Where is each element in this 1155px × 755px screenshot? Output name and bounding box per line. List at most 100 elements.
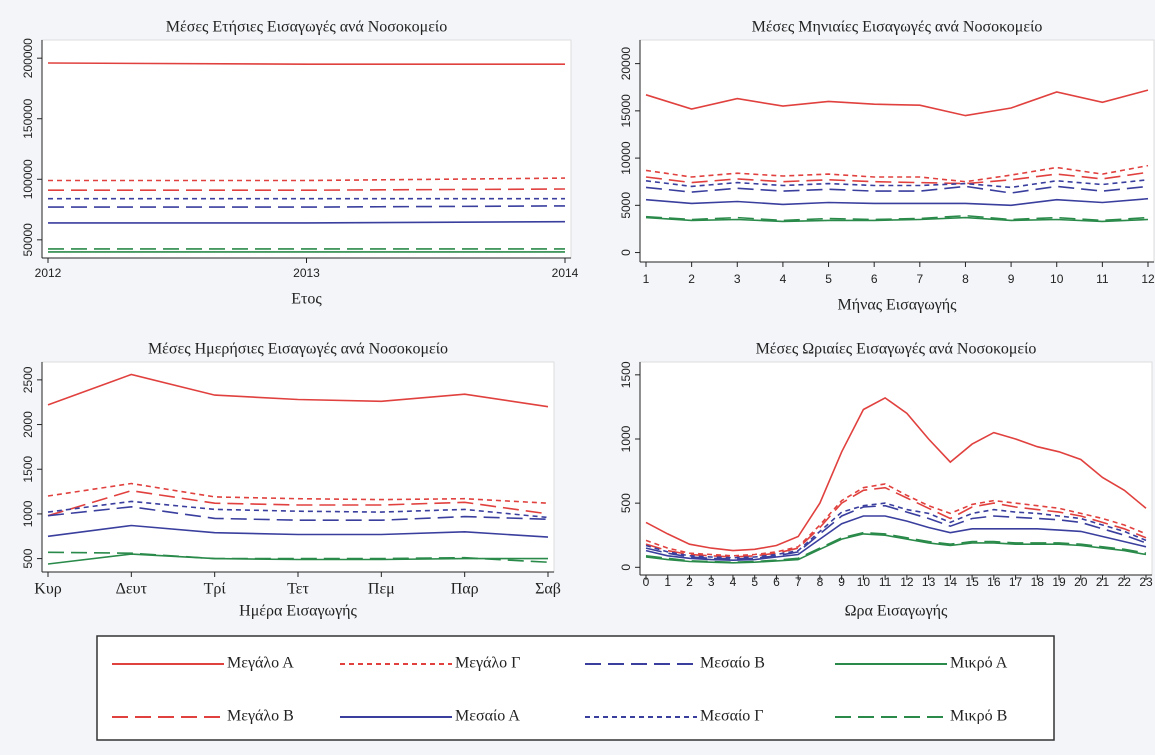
y-tick-label: 2500 [21,366,35,393]
plot-area [639,361,1153,576]
series-line [47,524,549,538]
y-tick-label: 1500 [619,361,633,388]
x-tick-label: 9 [838,575,845,589]
y-tick-label: 100000 [21,159,35,199]
x-tick-label: 20 [1074,575,1088,589]
series-line [47,62,565,65]
x-axis-label: Μήνας Εισαγωγής [837,297,957,314]
series-line [47,489,549,517]
x-tick-label: 17 [1009,575,1023,589]
x-tick-label: 11 [879,575,892,589]
x-tick-label: 8 [962,272,969,286]
series-line [47,373,549,408]
x-tick-label: 7 [795,575,802,589]
x-tick-label: 22 [1118,575,1132,589]
y-tick-label: 10000 [619,141,633,175]
series-line [645,515,1147,562]
legend-label: Μεσαίο Γ [700,708,764,725]
series-line [645,89,1149,117]
series-line [645,164,1149,183]
x-tick-label: Πεμ [368,581,395,598]
x-tick-label: 23 [1139,575,1153,589]
y-tick-label: 1000 [21,500,35,527]
x-tick-label: Σαβ [535,581,561,598]
x-tick-label: 18 [1031,575,1045,589]
series-line [48,188,566,191]
y-tick-label: 1500 [21,456,35,483]
legend-label: Μεσαίο Β [700,655,765,672]
x-tick-label: 6 [871,272,878,286]
x-axis-label: Ημέρα Εισαγωγής [239,603,357,620]
x-tick-label: 5 [751,575,758,589]
legend-label: Μεγάλο Β [227,708,294,725]
x-tick-label: 2 [686,575,693,589]
series-line [48,220,566,224]
legend-label: Μικρό Β [950,708,1007,725]
chart-title: Μέσες Μηνιαίες Εισαγωγές ανά Νοσοκομείο [752,19,1043,36]
legend-label: Μεσαίο Α [455,708,520,725]
x-tick-label: 14 [944,575,958,589]
series-line [645,214,1149,222]
x-tick-label: 8 [817,575,824,589]
x-tick-label: 2 [688,272,695,286]
x-tick-label: 10 [1050,272,1064,286]
plot-area [41,39,572,259]
plot-area [41,361,555,573]
x-tick-label: 0 [643,575,650,589]
y-tick-label: 2000 [21,411,35,438]
x-tick-label: 4 [730,575,737,589]
y-tick-label: 20000 [619,47,633,81]
x-tick-label: Τετ [287,581,309,598]
series-line [645,197,1149,207]
x-tick-label: 3 [708,575,715,589]
series-line [645,216,1149,223]
series-line [47,553,548,565]
x-tick-label: Κυρ [34,581,61,598]
x-tick-label: 12 [1141,272,1155,286]
x-tick-label: 9 [1008,272,1015,286]
legend-box [96,635,1055,741]
series-line [645,185,1149,194]
series-line [645,502,1147,559]
series-line [645,396,1147,552]
chart-title: Μέσες Ημερήσιες Εισαγωγές ανά Νοσοκομείο [148,341,448,358]
x-tick-label: 3 [734,272,741,286]
x-tick-label: 4 [780,272,787,286]
y-tick-label: 0 [619,564,633,571]
series-line [645,531,1147,564]
x-tick-label: 10 [857,575,871,589]
y-tick-label: 1000 [619,425,633,452]
x-tick-label: Τρί [204,581,227,598]
x-tick-label: 19 [1052,575,1066,589]
legend-label: Μεγάλο Γ [455,655,520,672]
x-tick-label: 13 [922,575,936,589]
x-tick-label: 2012 [35,266,62,280]
series-line [645,504,1147,560]
plot-area [639,39,1155,263]
legend-label: Μεγάλο Α [227,655,294,672]
y-tick-label: 200000 [21,38,35,78]
x-tick-label: 1 [643,272,650,286]
series-line [645,179,1149,189]
chart-title: Μέσες Ωριαίες Εισαγωγές ανά Νοσοκομείο [756,341,1037,358]
x-axis-label: Ωρα Εισαγωγής [845,603,948,620]
x-tick-label: 1 [664,575,671,589]
x-tick-label: 16 [987,575,1001,589]
y-tick-label: 500 [619,493,633,513]
series-line [48,205,566,208]
x-tick-label: 11 [1096,272,1109,286]
x-axis-label: Ετος [291,291,322,308]
x-tick-label: 7 [916,272,923,286]
legend-label: Μικρό Α [950,655,1008,672]
series-line [47,505,549,521]
series-line [645,171,1149,185]
x-tick-label: Παρ [451,581,479,598]
y-tick-label: 500 [21,548,35,568]
x-tick-label: 2014 [552,266,579,280]
series-line [47,482,549,504]
x-tick-label: 6 [773,575,780,589]
chart-title: Μέσες Ετήσιες Εισαγωγές ανά Νοσοκομείο [166,19,447,36]
x-tick-label: Δευτ [116,581,148,598]
